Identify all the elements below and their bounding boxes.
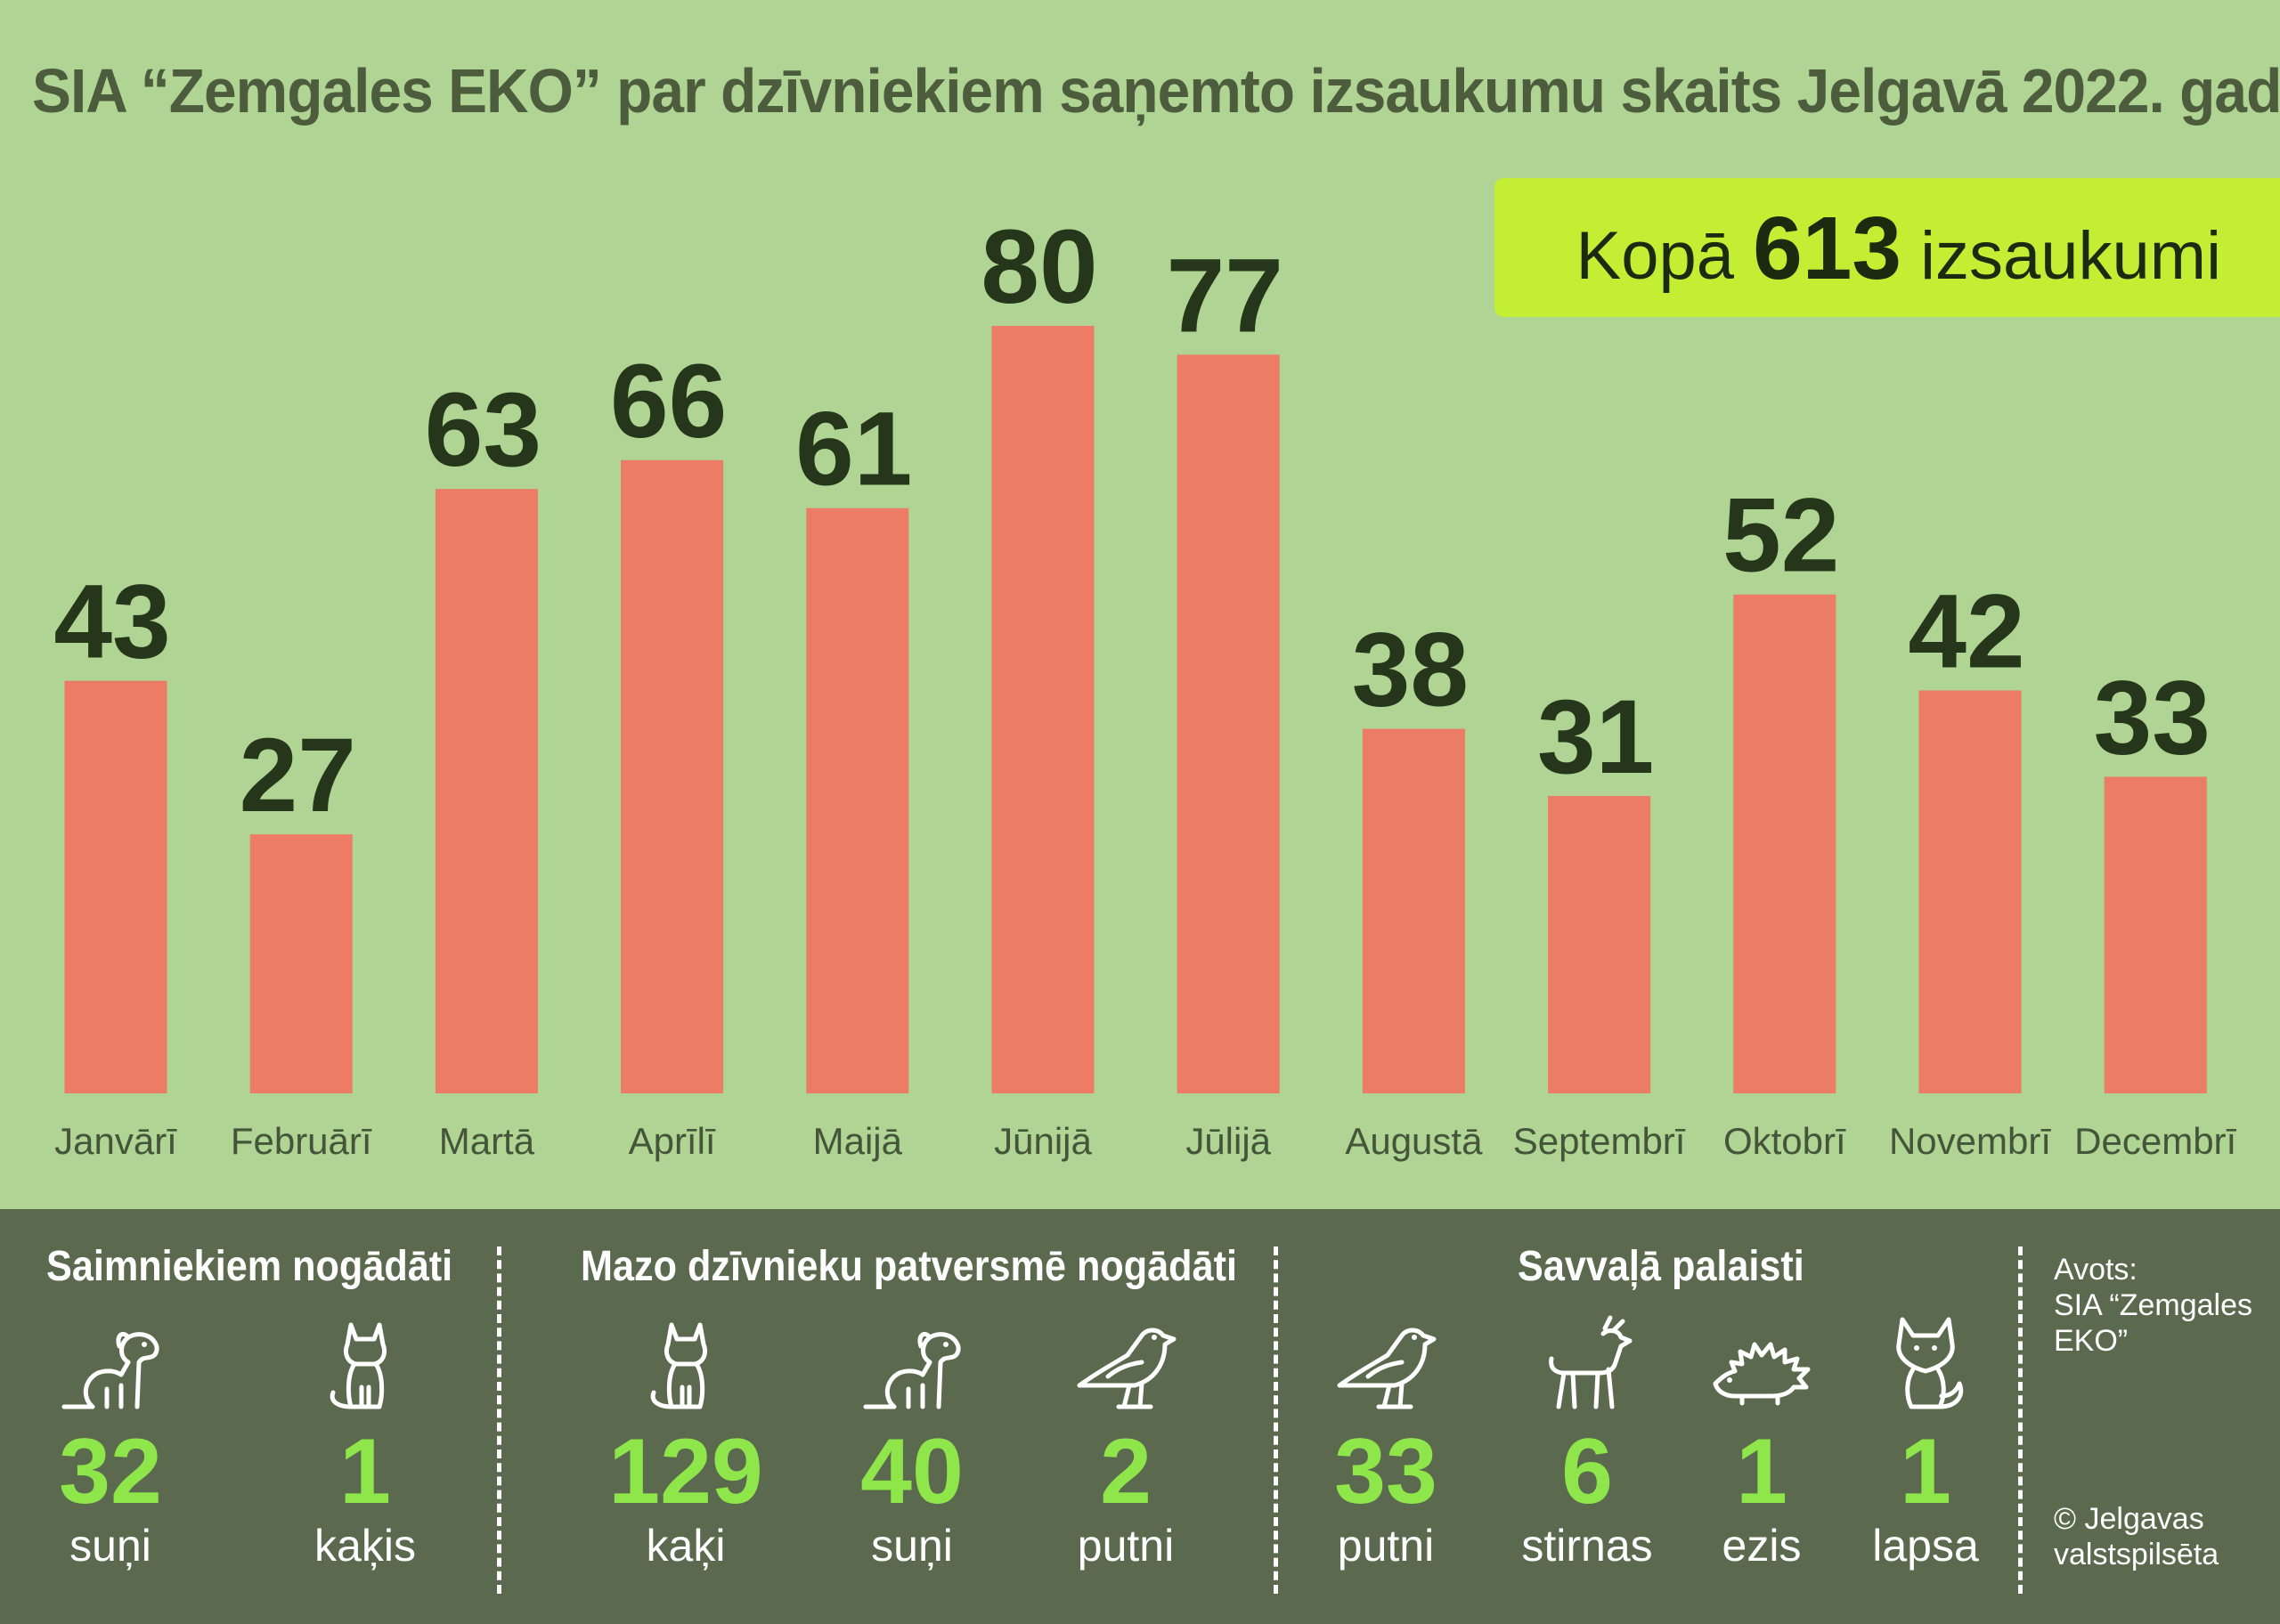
total-value: 613 <box>1753 199 1901 298</box>
stat-unit: lapsa <box>1872 1521 1979 1571</box>
copyright: © Jelgavas valstspilsēta <box>2054 1502 2219 1571</box>
month-label: Jūnijā <box>994 1120 1092 1162</box>
month-label: Aprīlī <box>629 1120 716 1162</box>
stat-unit: stirnas <box>1521 1521 1653 1571</box>
bar-11 <box>1918 690 2022 1093</box>
stat-unit: putni <box>1337 1521 1435 1571</box>
fox-icon <box>1819 1309 2032 1416</box>
bar-value-label: 63 <box>425 371 542 489</box>
bar-value-label: 31 <box>1537 678 1654 796</box>
month-label: Martā <box>439 1120 535 1162</box>
stat-item: 33 putni <box>1279 1309 1493 1571</box>
source-label: Avots: <box>2054 1253 2138 1287</box>
month-label: Maijā <box>813 1120 903 1162</box>
total-prefix: Kopā <box>1576 218 1735 294</box>
dog-icon <box>805 1309 1019 1416</box>
month-label: Janvārī <box>54 1120 177 1162</box>
dog-icon <box>4 1309 217 1416</box>
bar-value-label: 33 <box>2094 659 2211 776</box>
bar-value-label: 43 <box>53 564 170 681</box>
stat-unit: suņi <box>871 1521 953 1571</box>
month-label: Decembrī <box>2074 1120 2236 1162</box>
bar-value-label: 80 <box>981 208 1097 326</box>
bar-8 <box>1362 728 1465 1093</box>
stat-value: 129 <box>608 1420 763 1523</box>
stat-value: 32 <box>59 1420 162 1523</box>
stat-value: 2 <box>1100 1420 1152 1523</box>
stat-item: 1 ezis <box>1655 1309 1869 1571</box>
bar-4 <box>621 459 724 1093</box>
stat-unit: kaķis <box>314 1521 416 1571</box>
month-label: Oktobrī <box>1723 1120 1846 1162</box>
deer-icon <box>1480 1309 1694 1416</box>
bar-1 <box>64 680 167 1093</box>
stat-unit: kaķi <box>646 1521 726 1571</box>
stat-item: 1 kaķis <box>258 1309 472 1571</box>
section-title-wild: Savvaļā palaisti <box>1518 1243 1804 1290</box>
bar-10 <box>1733 594 1836 1093</box>
stat-value: 6 <box>1561 1420 1613 1523</box>
section-title-owners: Saimniekiem nogādāti <box>46 1243 453 1290</box>
bar-value-label: 27 <box>240 717 356 834</box>
bar-value-label: 77 <box>1167 237 1283 354</box>
month-label: Februārī <box>231 1120 372 1162</box>
bar-3 <box>435 489 538 1093</box>
month-label: Novembrī <box>1889 1120 2051 1162</box>
stat-item: 6 stirnas <box>1480 1309 1694 1571</box>
bar-6 <box>991 326 1095 1093</box>
bar-value-label: 38 <box>1352 612 1469 729</box>
stat-item: 40 suņi <box>805 1309 1019 1571</box>
chart-title: SIA “Zemgales EKO” par dzīvniekiem saņem… <box>32 56 2280 126</box>
stat-item: 32 suņi <box>4 1309 217 1571</box>
stat-unit: putni <box>1077 1521 1175 1571</box>
bottom-panel <box>0 1209 2280 1624</box>
bar-value-label: 52 <box>1722 477 1839 595</box>
total-suffix: izsaukumi <box>1920 218 2221 294</box>
hedgehog-icon <box>1655 1309 1869 1416</box>
stat-value: 1 <box>1736 1420 1787 1523</box>
total-text: Kopā 613 izsaukumi <box>1576 198 2222 300</box>
stat-item: 1 lapsa <box>1819 1309 2032 1571</box>
stat-value: 40 <box>860 1420 964 1523</box>
stat-value: 1 <box>1900 1420 1951 1523</box>
cat-icon <box>258 1309 472 1416</box>
stat-value: 1 <box>339 1420 391 1523</box>
stat-unit: suņi <box>69 1521 151 1571</box>
bar-12 <box>2104 776 2207 1093</box>
cat-icon <box>579 1309 793 1416</box>
bar-5 <box>806 508 909 1093</box>
source-block: Avots: SIA “Zemgales EKO” <box>2054 1252 2268 1359</box>
month-label: Augustā <box>1345 1120 1483 1162</box>
stat-item: 2 putni <box>1019 1309 1233 1571</box>
bar-7 <box>1177 354 1280 1093</box>
bar-value-label: 66 <box>610 343 727 460</box>
section-divider <box>1274 1246 1278 1594</box>
bar-9 <box>1548 795 1651 1093</box>
bar-value-label: 42 <box>1908 572 2024 690</box>
bird-icon <box>1279 1309 1493 1416</box>
section-divider <box>497 1246 501 1594</box>
month-label: Septembrī <box>1513 1120 1686 1162</box>
source-text: SIA “Zemgales EKO” <box>2054 1288 2252 1358</box>
bird-icon <box>1019 1309 1233 1416</box>
bar-value-label: 61 <box>795 391 912 508</box>
bar-2 <box>249 834 353 1093</box>
stat-value: 33 <box>1334 1420 1437 1523</box>
section-title-shelter: Mazo dzīvnieku patversmē nogādāti <box>581 1243 1237 1290</box>
month-label: Jūlijā <box>1185 1120 1271 1162</box>
stat-unit: ezis <box>1722 1521 1802 1571</box>
bar-chart: 43 Janvārī 27 Februārī 63 Martā 66 Aprīlī 61 Maij… <box>53 208 2236 1162</box>
total-box: Kopā 613 izsaukumi <box>1494 178 2280 317</box>
section-divider <box>2018 1246 2023 1594</box>
stat-item: 129 kaķi <box>579 1309 793 1571</box>
